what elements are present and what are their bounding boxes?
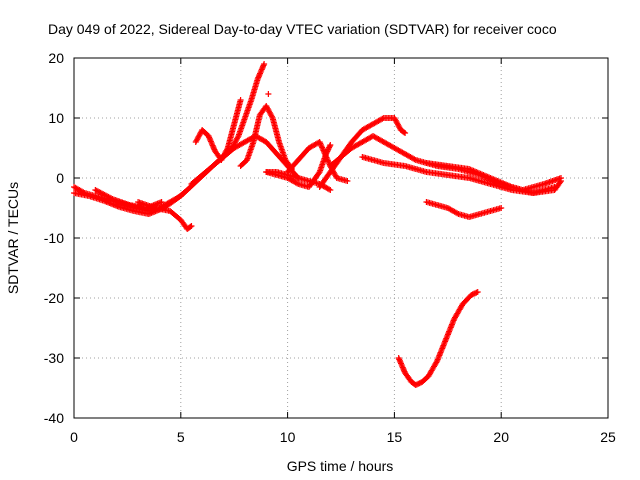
data-point [100,191,107,198]
data-point [188,223,195,229]
series-isolated-point [265,91,272,97]
data-point [94,188,101,195]
data-point [224,146,231,153]
data-point [327,187,334,193]
data-point [433,359,440,366]
data-point [293,180,300,187]
data-point [158,199,165,205]
data-point [498,205,505,211]
series-track-7 [192,97,244,163]
series-track-17 [395,289,481,388]
data-point [558,178,565,184]
data-point [344,178,351,184]
data-point [402,130,409,136]
x-tick-label: 10 [280,429,296,445]
data-point [97,189,104,196]
data-point [92,187,99,193]
data-point [265,91,272,97]
y-tick-label: -10 [44,230,64,246]
data-point [379,115,386,122]
y-tick-label: 0 [56,170,64,186]
grid-lines [74,58,608,418]
data-point [108,195,115,202]
data-point [327,142,334,148]
y-tick-label: 10 [48,110,64,126]
data-point [234,134,241,141]
data-marks [71,61,565,388]
series-track-10 [284,139,351,184]
data-point [325,186,332,193]
data-point [96,189,103,196]
data-point [411,156,418,163]
data-point [326,143,333,150]
data-point [101,191,108,198]
data-point [268,113,275,120]
y-tick-label: -40 [44,410,64,426]
x-tick-label: 25 [600,429,616,445]
series-track-8 [237,103,295,172]
x-tick-label: 5 [177,429,185,445]
data-point [187,223,194,230]
data-point [93,187,100,194]
data-point [106,194,113,201]
y-tick-label: 20 [48,50,64,66]
y-axis-label: SDTVAR / TECUs [5,182,21,294]
data-point [98,190,105,197]
y-tick-label: -20 [44,290,64,306]
data-point [105,193,112,200]
data-point [104,193,111,200]
x-axis-label: GPS time / hours [287,458,394,474]
data-point [237,97,244,103]
data-point [557,179,564,186]
data-point [474,289,481,295]
x-tick-label: 20 [493,429,509,445]
series-track-4 [135,199,195,232]
series-track-15 [423,160,565,196]
x-tick-label: 15 [387,429,403,445]
series-track-13 [327,133,565,193]
x-tick-label: 0 [70,429,78,445]
chart-title: Day 049 of 2022, Sidereal Day-to-day VTE… [48,21,557,37]
data-point [401,129,408,136]
y-tick-label: -30 [44,350,64,366]
axis-ticks: 0 5 10 15 20 25 -40 -30 -20 -10 0 10 20 [44,50,616,445]
data-point [102,192,109,199]
data-point [454,210,461,217]
data-point [261,61,268,67]
series-track-16 [423,199,505,220]
